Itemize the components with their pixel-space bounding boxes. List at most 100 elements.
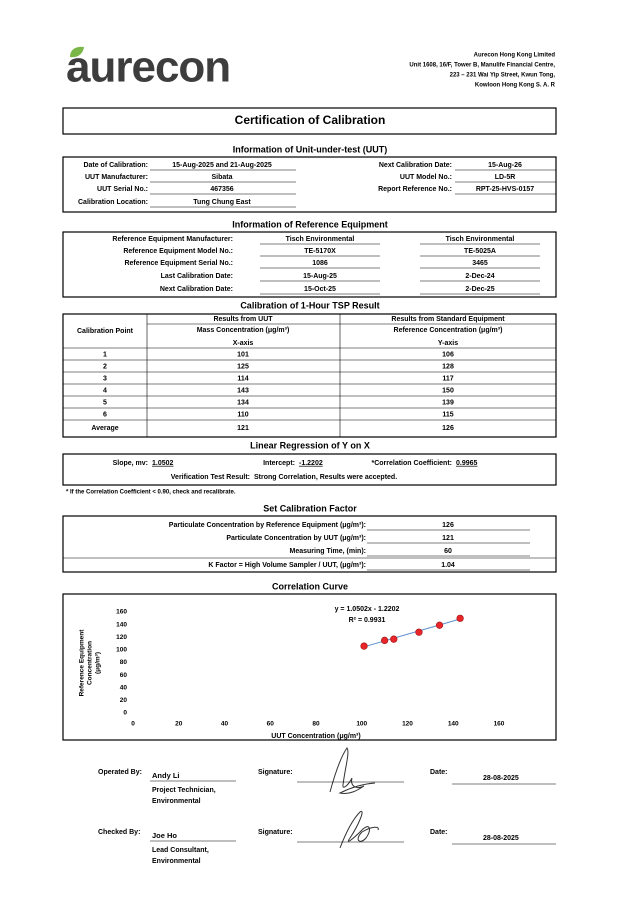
x-tick-label: 60 bbox=[267, 721, 275, 728]
field-label: Signature: bbox=[258, 829, 293, 836]
field-value: Tisch Environmental bbox=[286, 236, 355, 243]
logo-leaf bbox=[70, 46, 84, 58]
table-cell: 134 bbox=[237, 399, 249, 406]
field-value: TE-5025A bbox=[464, 248, 496, 255]
field-value: 126 bbox=[442, 522, 454, 529]
field-value: 15-Aug-26 bbox=[488, 162, 522, 169]
y-tick-label: 20 bbox=[120, 697, 128, 704]
field-label: Intercept: bbox=[263, 460, 295, 467]
footnote: * If the Correlation Coefficient < 0.90,… bbox=[66, 490, 236, 496]
field-value: Tung Chung East bbox=[193, 199, 251, 206]
column-header: X-axis bbox=[233, 340, 254, 347]
y-tick-label: 0 bbox=[123, 710, 127, 717]
field-value: 1.0502 bbox=[152, 460, 174, 467]
y-tick-label: 60 bbox=[120, 672, 128, 679]
signature-scribble bbox=[339, 810, 379, 849]
address-line: Aurecon Hong Kong Limited bbox=[474, 53, 556, 59]
x-tick-label: 100 bbox=[356, 721, 367, 728]
column-header: Y-axis bbox=[438, 340, 458, 347]
address-line: Unit 1608, 16/F, Tower B, Manulife Finan… bbox=[409, 63, 555, 69]
field-value: 121 bbox=[442, 535, 454, 542]
table-cell: 3 bbox=[103, 375, 107, 382]
field-value: RPT-25-HVS-0157 bbox=[476, 186, 534, 193]
x-axis-label: UUT Concentration (μg/m³) bbox=[271, 733, 360, 740]
chart-box bbox=[62, 593, 557, 741]
column-header: Mass Concentration (μg/m³) bbox=[197, 327, 290, 334]
field-label: Particulate Concentration by Reference E… bbox=[169, 522, 366, 529]
signature-scribble bbox=[329, 747, 376, 794]
y-tick-label: 140 bbox=[116, 621, 127, 628]
field-label: Reference Equipment Model No.: bbox=[123, 248, 233, 255]
field-value: 2-Dec-24 bbox=[465, 273, 494, 280]
x-tick-label: 120 bbox=[402, 721, 413, 728]
data-point bbox=[415, 628, 423, 636]
y-axis-label: Reference Equipment bbox=[79, 629, 86, 697]
field-value: -1.2202 bbox=[299, 460, 323, 467]
section-heading: Information of Reference Equipment bbox=[232, 219, 388, 229]
section-heading: Set Calibration Factor bbox=[263, 503, 357, 513]
field-label: Checked By: bbox=[98, 829, 140, 836]
table-cell: 114 bbox=[237, 375, 248, 382]
calibration-table bbox=[62, 313, 557, 438]
field-label: Calibration Location: bbox=[78, 199, 148, 206]
table-cell: 5 bbox=[103, 399, 107, 406]
table-cell: 2 bbox=[103, 363, 107, 370]
title-box bbox=[62, 107, 557, 135]
field-label: Operated By: bbox=[98, 769, 142, 776]
table-cell: 106 bbox=[442, 351, 454, 358]
table-cell: 143 bbox=[237, 387, 249, 394]
column-header: Reference Concentration (μg/m³) bbox=[394, 327, 503, 334]
y-tick-label: 80 bbox=[120, 659, 128, 666]
chart-title: Correlation Curve bbox=[272, 581, 348, 591]
column-header: Calibration Point bbox=[77, 328, 134, 335]
table-cell: 121 bbox=[237, 425, 249, 432]
x-tick-label: 20 bbox=[175, 721, 183, 728]
table-cell: 117 bbox=[442, 375, 453, 382]
data-point bbox=[360, 642, 368, 650]
section-heading: Linear Regression of Y on X bbox=[250, 440, 370, 450]
logo: aurecon bbox=[66, 43, 230, 92]
r-squared: R² = 0.9931 bbox=[349, 617, 386, 624]
table-cell: 4 bbox=[103, 387, 107, 394]
field-label: *Correlation Coefficient: bbox=[371, 460, 452, 467]
y-tick-label: 40 bbox=[120, 684, 128, 691]
trend-equation: y = 1.0502x - 1.2202 bbox=[335, 606, 400, 613]
field-value: Tisch Environmental bbox=[446, 236, 515, 243]
signatory-name: Andy Li bbox=[152, 771, 180, 780]
field-label: Verification Test Result: bbox=[171, 474, 250, 481]
table-cell: 6 bbox=[103, 411, 107, 418]
data-point bbox=[390, 635, 398, 643]
field-value: 28-08-2025 bbox=[483, 775, 519, 782]
table-cell: Average bbox=[91, 425, 118, 432]
signatory-position: Environmental bbox=[152, 858, 201, 865]
x-tick-label: 140 bbox=[448, 721, 459, 728]
field-label: Date: bbox=[430, 829, 448, 836]
field-label: Next Calibration Date: bbox=[379, 162, 452, 169]
column-header: Results from Standard Equipment bbox=[391, 316, 505, 323]
field-label: UUT Serial No.: bbox=[97, 186, 148, 193]
field-label: UUT Model No.: bbox=[400, 174, 452, 181]
field-label: Slope, mv: bbox=[113, 460, 148, 467]
field-label: Reference Equipment Serial No.: bbox=[124, 260, 233, 267]
table-cell: 110 bbox=[237, 411, 248, 418]
y-axis-label: (μg/m³) bbox=[95, 652, 102, 674]
x-tick-label: 80 bbox=[312, 721, 320, 728]
uut-box bbox=[62, 156, 557, 213]
table-cell: 125 bbox=[237, 363, 249, 370]
signatory-name: Joe Ho bbox=[152, 831, 177, 840]
field-value: LD-5R bbox=[495, 174, 516, 181]
address-line: Kowloon Hong Kong S. A. R bbox=[475, 83, 556, 89]
regression-box bbox=[62, 453, 557, 486]
column-header: Results from UUT bbox=[213, 316, 273, 323]
document-title: Certification of Calibration bbox=[235, 113, 386, 127]
field-value: 1.04 bbox=[441, 562, 455, 569]
x-tick-label: 40 bbox=[221, 721, 229, 728]
x-tick-label: 160 bbox=[494, 721, 505, 728]
field-value: 15-Aug-2025 and 21-Aug-2025 bbox=[172, 162, 272, 169]
field-value: 3465 bbox=[472, 260, 488, 267]
data-point bbox=[435, 621, 444, 629]
field-label: K Factor = High Volume Sampler / UUT, (μ… bbox=[208, 562, 366, 569]
signatory-position: Project Technician, bbox=[152, 787, 216, 794]
field-label: Last Calibration Date: bbox=[161, 273, 233, 280]
